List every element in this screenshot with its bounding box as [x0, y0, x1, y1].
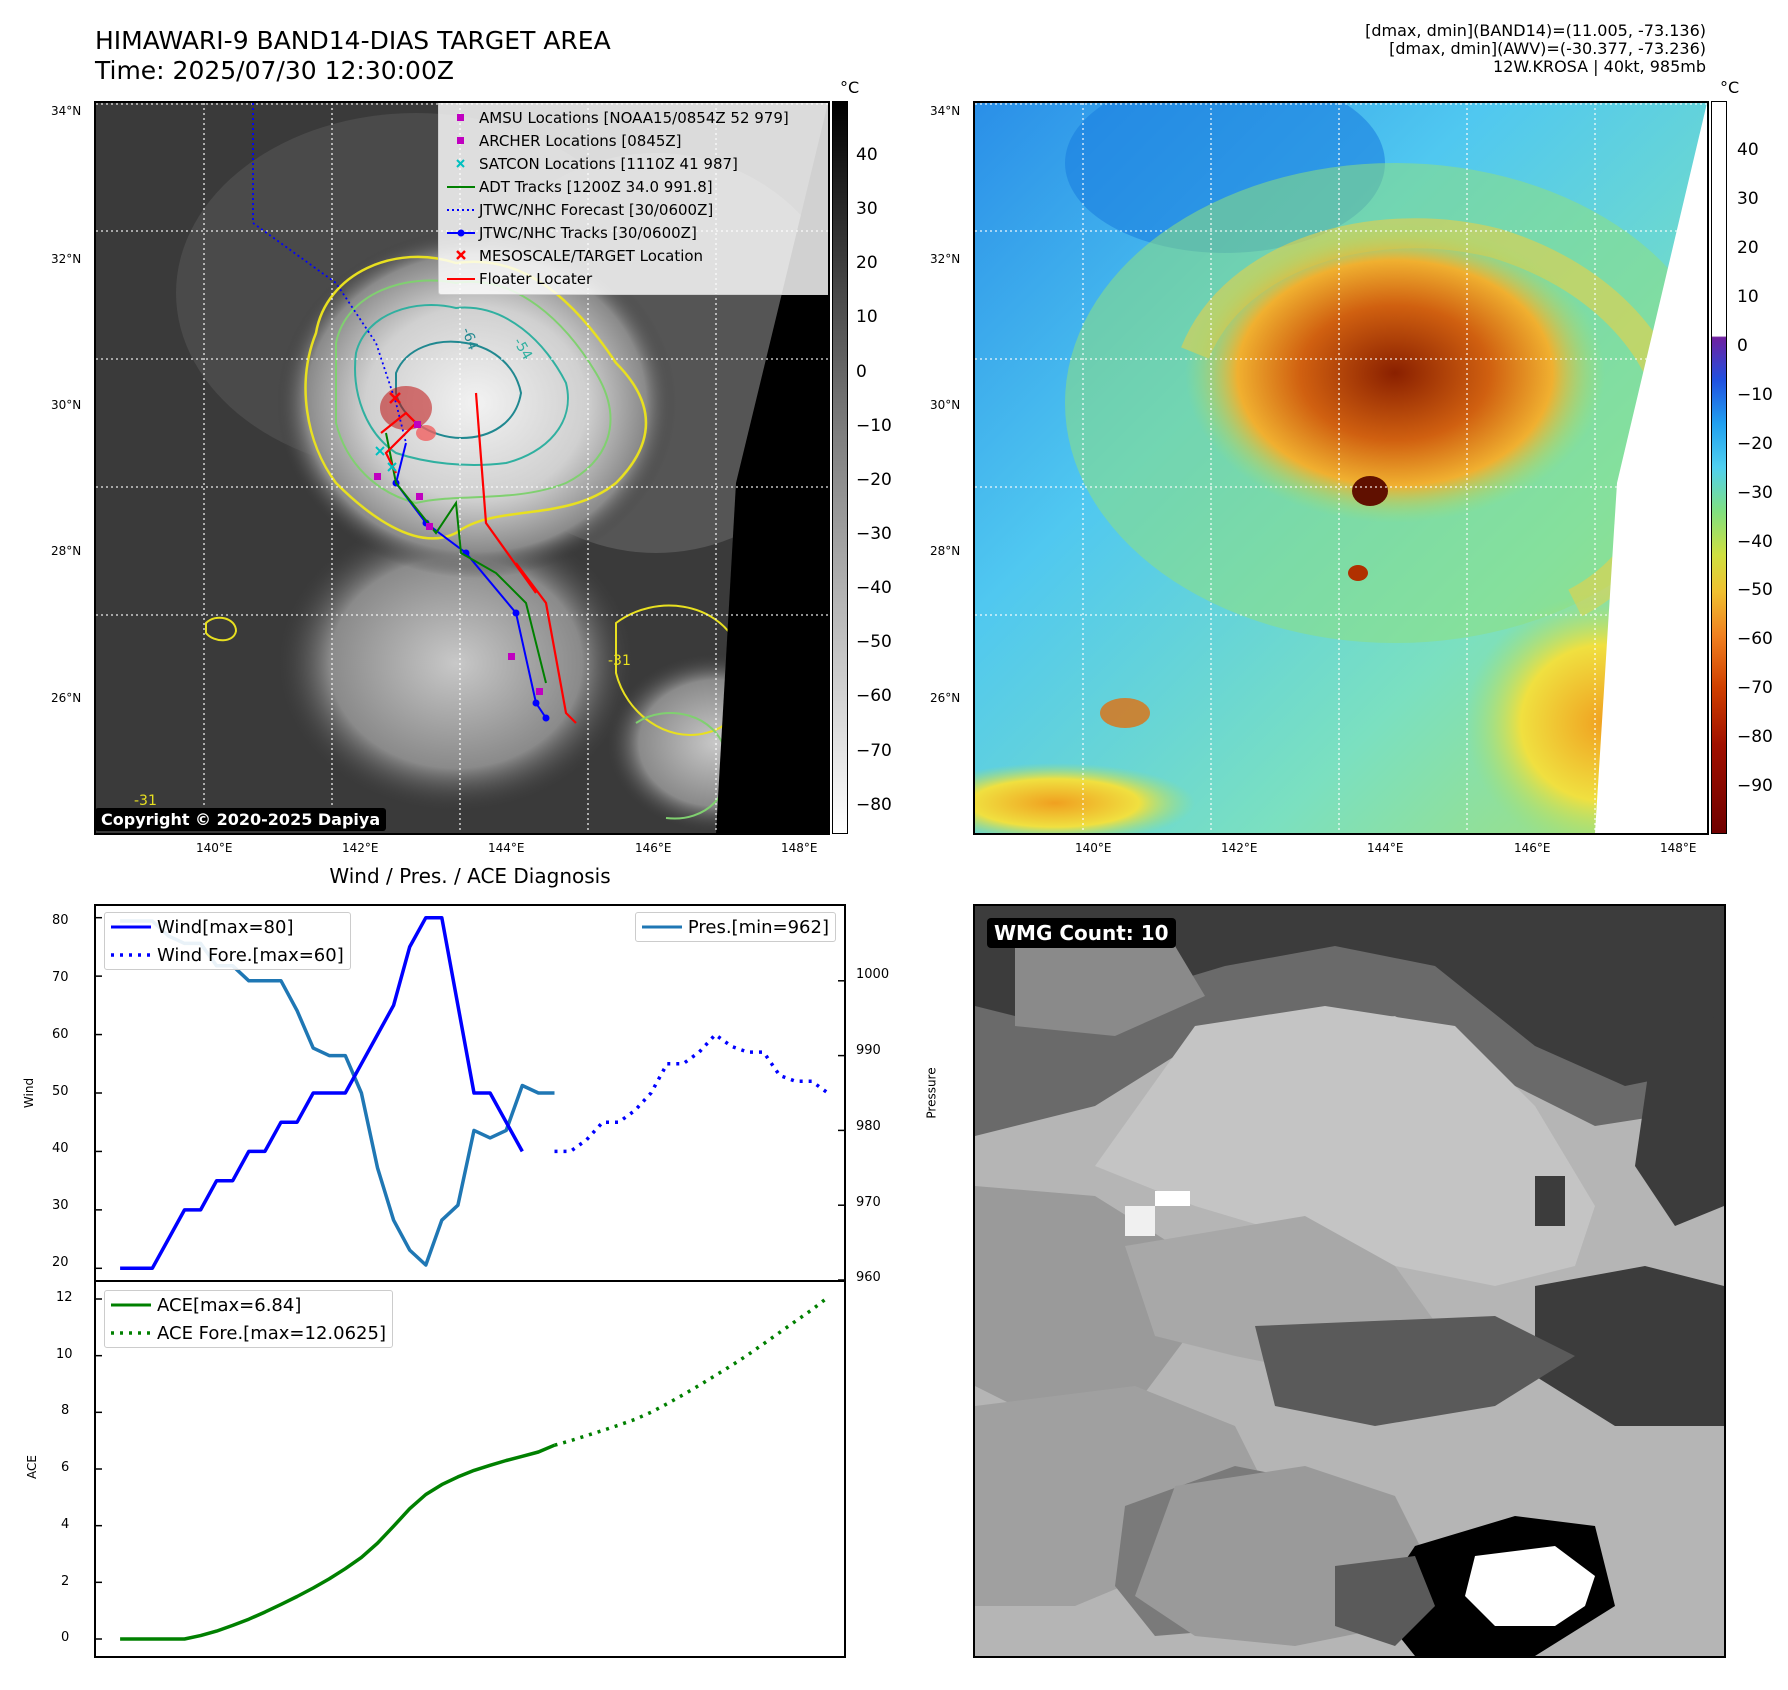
- wind-pres-plot: Wind[max=80] Wind Fore.[max=60] Pres.[mi…: [94, 904, 846, 1280]
- wmg-count-label: WMG Count: 10: [987, 918, 1176, 948]
- ace-line: [120, 1443, 556, 1641]
- lat-label: 26°N: [930, 691, 961, 705]
- legend-item: Floater Locater: [443, 267, 827, 290]
- lon-label: 146°E: [635, 841, 672, 855]
- wind-legend: Wind[max=80] Wind Fore.[max=60]: [104, 912, 351, 970]
- legend-item: ADT Tracks [1200Z 34.0 991.8]: [443, 175, 827, 198]
- lat-label: 28°N: [51, 544, 82, 558]
- stats-line1: [dmax, dmin](BAND14)=(11.005, -73.136): [1365, 21, 1706, 40]
- line-dot-icon: [447, 229, 475, 236]
- lon-label: 148°E: [1660, 841, 1697, 855]
- pressure-axis-label: Pressure: [924, 1067, 939, 1119]
- legend-item: JTWC/NHC Tracks [30/0600Z]: [443, 221, 827, 244]
- lon-label: 146°E: [1514, 841, 1551, 855]
- solid-line-icon: [111, 925, 151, 929]
- figure-title: HIMAWARI-9 BAND14-DIAS TARGET AREA Time:…: [95, 26, 611, 86]
- lon-label: 140°E: [1075, 841, 1112, 855]
- wmg-panel: WMG Count: 10: [973, 904, 1726, 1658]
- dotted-line-icon: [111, 1331, 151, 1335]
- lon-label: 142°E: [1221, 841, 1258, 855]
- lat-label: 32°N: [51, 252, 82, 266]
- lon-label: 148°E: [781, 841, 818, 855]
- map-legend: AMSU Locations [NOAA15/0854Z 52 979] ARC…: [438, 103, 828, 295]
- ace-legend: ACE[max=6.84] ACE Fore.[max=12.0625]: [104, 1290, 393, 1348]
- legend-item: Pres.[min=962]: [636, 913, 835, 941]
- wmg-image: [975, 906, 1724, 1656]
- lat-label: 30°N: [51, 398, 82, 412]
- lon-label: 144°E: [1367, 841, 1404, 855]
- legend-item: ACE[max=6.84]: [105, 1291, 392, 1319]
- wv-map-image: [975, 103, 1707, 833]
- line-icon: [447, 185, 475, 188]
- lon-label: 144°E: [488, 841, 525, 855]
- lat-label: 26°N: [51, 691, 82, 705]
- diagnosis-title: Wind / Pres. / ACE Diagnosis: [329, 864, 611, 888]
- legend-item: JTWC/NHC Forecast [30/0600Z]: [443, 198, 827, 221]
- legend-item: Wind Fore.[max=60]: [105, 941, 350, 969]
- lat-label: 34°N: [930, 104, 961, 118]
- pres-legend: Pres.[min=962]: [634, 912, 836, 942]
- ace-axis-label: ACE: [24, 1455, 39, 1479]
- colorbar-unit: °C: [840, 78, 860, 97]
- lat-label: 32°N: [930, 252, 961, 266]
- stats-line2: [dmax, dmin](AWV)=(-30.377, -73.236): [1389, 39, 1706, 58]
- wind-forecast-line: [554, 1032, 829, 1154]
- wv-colorbar: [1711, 101, 1727, 834]
- x-marker-icon: [456, 249, 466, 260]
- lon-label: 140°E: [196, 841, 233, 855]
- colorbar-unit: °C: [1720, 78, 1740, 97]
- ace-chart: [96, 1295, 829, 1641]
- dotted-line-icon: [447, 208, 475, 211]
- legend-item: MESOSCALE/TARGET Location: [443, 244, 827, 267]
- solid-line-icon: [111, 1303, 151, 1307]
- square-marker-icon: [457, 136, 464, 144]
- wind-line: [120, 915, 524, 1271]
- lat-label: 30°N: [930, 398, 961, 412]
- lon-label: 142°E: [342, 841, 379, 855]
- contour-label: -31: [134, 793, 157, 809]
- line-icon: [447, 277, 475, 280]
- lat-label: 34°N: [51, 104, 82, 118]
- title-line1: HIMAWARI-9 BAND14-DIAS TARGET AREA: [95, 26, 611, 55]
- ace-forecast-line: [554, 1295, 829, 1447]
- square-marker-icon: [457, 113, 464, 121]
- legend-item: SATCON Locations [1110Z 41 987]: [443, 152, 827, 175]
- ace-plot: ACE[max=6.84] ACE Fore.[max=12.0625]: [94, 1280, 846, 1658]
- solid-line-icon: [641, 925, 682, 929]
- ir-colorbar: [832, 101, 848, 834]
- copyright-label: Copyright © 2020-2025 Dapiya: [96, 808, 387, 831]
- dotted-line-icon: [111, 953, 151, 957]
- stats-line3: 12W.KROSA | 40kt, 985mb: [1493, 57, 1706, 76]
- legend-item: ARCHER Locations [0845Z]: [443, 129, 827, 152]
- ir-map-panel: -64 -54 -31 -31 AMSU Locations [NOAA15/0…: [94, 101, 830, 835]
- contour-label: -31: [608, 653, 631, 669]
- legend-item: ACE Fore.[max=12.0625]: [105, 1319, 392, 1347]
- legend-item: AMSU Locations [NOAA15/0854Z 52 979]: [443, 106, 827, 129]
- title-line2: Time: 2025/07/30 12:30:00Z: [95, 56, 454, 85]
- lat-label: 28°N: [930, 544, 961, 558]
- legend-item: Wind[max=80]: [105, 913, 350, 941]
- x-marker-icon: [456, 158, 465, 168]
- stats-block: [dmax, dmin](BAND14)=(11.005, -73.136) […: [1365, 22, 1706, 76]
- wv-map-panel: [973, 101, 1709, 835]
- wind-axis-label: Wind: [22, 1077, 37, 1109]
